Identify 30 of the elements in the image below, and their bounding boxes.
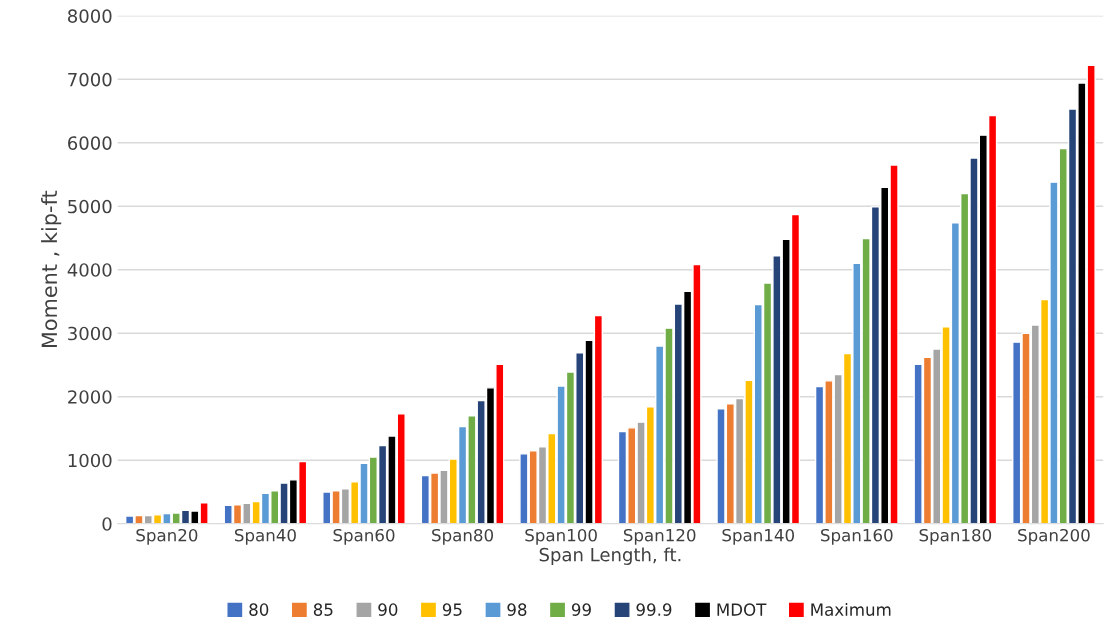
y-tick-label: 4000	[67, 263, 112, 277]
x-tick-label: Span140	[722, 528, 795, 545]
legend-label: Maximum	[811, 603, 891, 616]
x-tick-label: Span100	[525, 528, 597, 545]
x-tick-label: Span180	[919, 528, 992, 545]
x-tick-label: Span80	[432, 528, 494, 545]
y-axis-title: Moment , kip-ft	[41, 190, 62, 348]
x-tick-label: Span200	[1018, 528, 1090, 545]
y-tick-label: 6000	[68, 136, 112, 150]
y-tick-label: 5000	[68, 199, 112, 214]
legend-label: MDOT	[717, 603, 767, 616]
x-axis-title: Span Length, ft.	[539, 547, 681, 565]
legend-label: 80	[249, 603, 269, 616]
x-tick-label: Span60	[333, 528, 395, 545]
y-tick-label: 1000	[68, 453, 112, 468]
x-tick-label: Span160	[821, 528, 893, 545]
legend-label: 99.9	[636, 603, 672, 616]
legend-label: 99	[571, 603, 591, 616]
x-tick-label: Span20	[136, 528, 198, 545]
y-tick-label: 3000	[68, 326, 112, 341]
x-tick-label: Span40	[234, 528, 296, 545]
y-tick-label: 7000	[68, 72, 112, 87]
x-tick-label: Span120	[623, 528, 696, 545]
legend-label: 85	[313, 603, 333, 616]
y-tick-label: 8000	[68, 9, 112, 23]
legend-label: 90	[378, 603, 398, 616]
legend-label: 98	[507, 603, 527, 616]
y-tick-label: 0	[102, 517, 112, 531]
legend-label: 95	[442, 603, 462, 616]
y-tick-label: 2000	[68, 390, 112, 404]
